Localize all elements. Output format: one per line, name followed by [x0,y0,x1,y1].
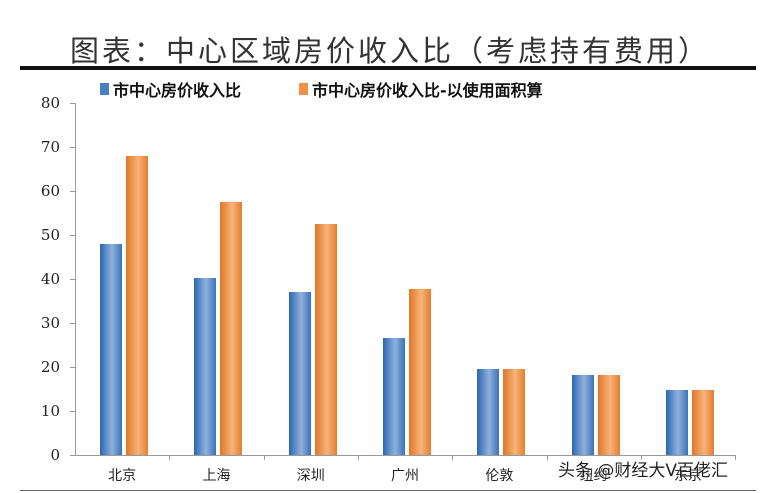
bar-orange [408,289,431,455]
x-tick-label: 深圳 [296,468,325,484]
legend-label: 市中心房价收入比 [113,81,242,100]
bar-blue [100,243,122,455]
x-tick-label: 纽约 [579,468,608,484]
x-tick-mark [169,455,171,460]
x-tick-mark [263,455,265,460]
bar-orange [597,374,620,455]
legend-item-series-1: 市中心房价收入比 [100,77,241,101]
y-tick-label: 40 [40,270,60,288]
y-tick-mark [70,147,75,148]
legend-label: 市中心房价收入比-以使用面积算 [312,81,543,100]
y-tick-label: 50 [40,226,60,244]
x-tick-mark [546,455,548,460]
bar-blue [665,389,688,455]
y-tick-label: 0 [50,446,60,464]
bar-blue [194,278,217,455]
x-tick-label: 北京 [108,468,137,484]
x-tick-label: 东京 [673,468,702,484]
x-tick-mark [452,455,454,460]
y-tick-label: 70 [40,138,60,156]
bar-blue [288,292,311,455]
x-axis [75,455,735,456]
x-tick-mark [735,455,737,460]
bar-blue [571,374,594,455]
y-tick-label: 60 [40,182,60,200]
y-tick-mark [70,235,75,236]
legend: 市中心房价收入比 市中心房价收入比-以使用面积算 [100,77,543,101]
y-tick-mark [70,279,75,280]
watermark: 头条 @财经大V百佬汇 [558,461,729,481]
y-tick-mark [70,455,75,456]
y-tick-mark [70,103,75,104]
bar-orange [691,389,714,455]
y-tick-label: 80 [40,94,60,112]
y-tick-mark [70,191,75,192]
x-tick-label: 广州 [391,468,420,484]
chart-title: 图表：中心区域房价收入比（考虑持有费用） [70,34,711,68]
bar-blue [477,369,500,455]
legend-item-series-2: 市中心房价收入比-以使用面积算 [299,77,543,101]
y-tick-mark [70,367,75,368]
y-tick-mark [70,411,75,412]
bar-blue [382,337,405,455]
title-divider [20,66,756,70]
x-tick-label: 伦敦 [485,468,514,484]
bar-orange [314,224,337,455]
y-tick-mark [70,323,75,324]
y-tick-label: 30 [40,314,60,332]
bar-orange [220,202,243,455]
x-tick-mark [640,455,642,460]
legend-swatch-blue-icon [100,83,109,95]
bar-orange [503,369,526,455]
y-tick-label: 10 [40,402,60,420]
x-tick-mark [357,455,359,460]
y-axis [75,103,76,455]
y-tick-label: 20 [40,358,60,376]
legend-swatch-orange-icon [299,83,309,95]
bottom-divider [20,490,756,491]
x-tick-label: 上海 [202,468,231,484]
bar-orange [126,155,148,455]
